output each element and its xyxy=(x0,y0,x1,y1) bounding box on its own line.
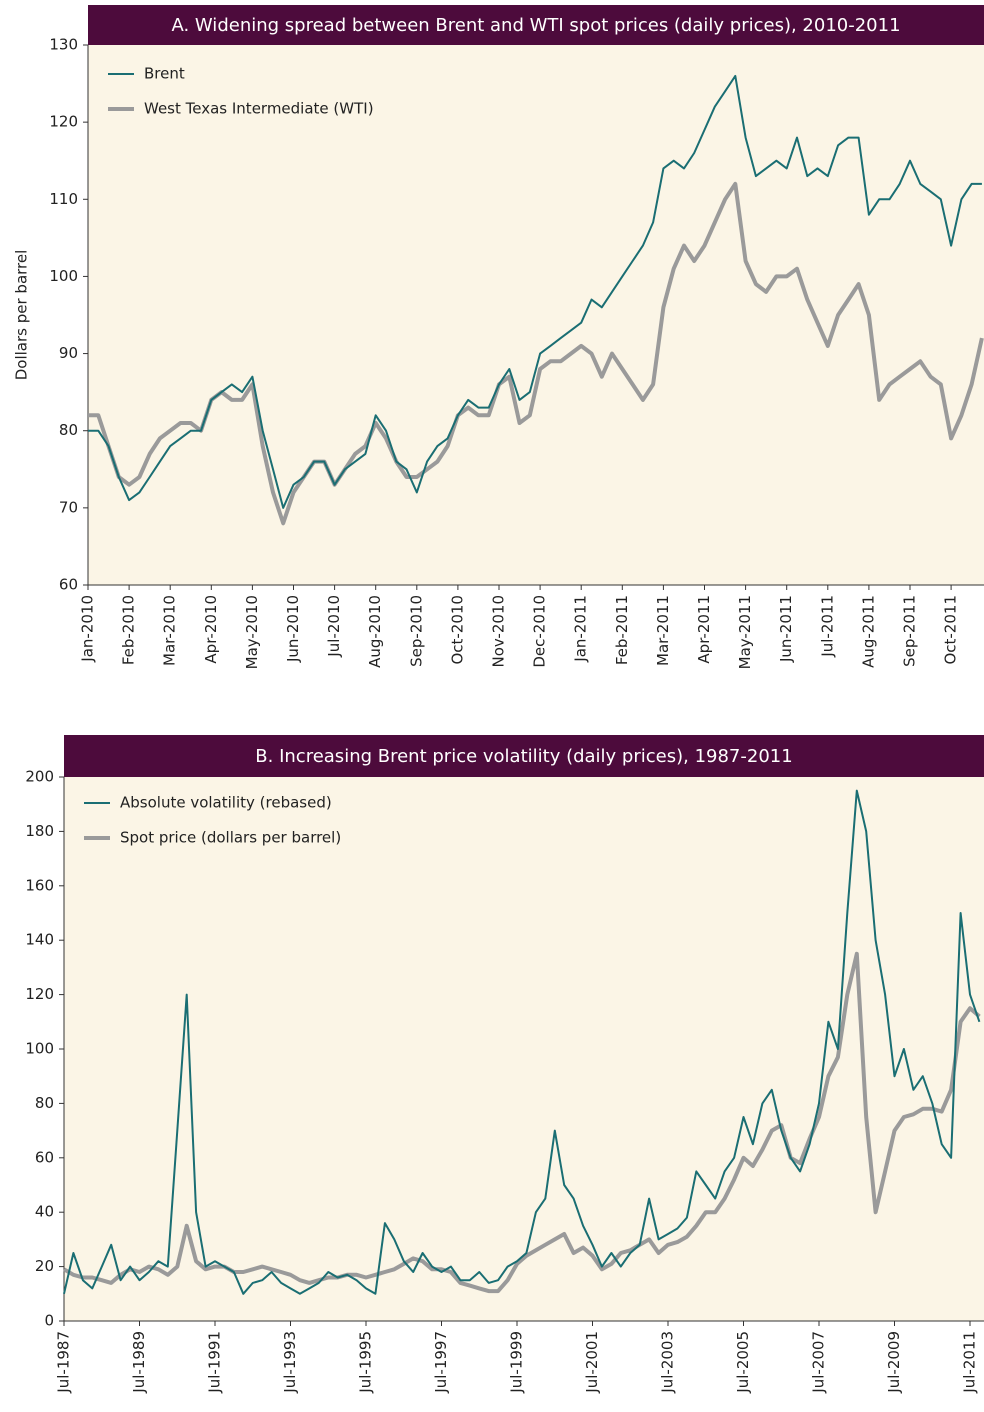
x-tick-label: Jul-2003 xyxy=(659,1331,677,1394)
y-tick-label: 100 xyxy=(49,267,78,285)
x-tick-label: Apr-2011 xyxy=(695,595,713,664)
x-tick-label: Jul-1997 xyxy=(432,1331,450,1394)
chart-title: B. Increasing Brent price volatility (da… xyxy=(255,746,792,767)
x-tick-label: Jul-1991 xyxy=(206,1331,224,1394)
x-tick-label: Jul-1989 xyxy=(130,1331,148,1394)
y-tick-label: 0 xyxy=(44,1312,54,1330)
y-tick-label: 110 xyxy=(49,190,78,208)
y-axis-label: Dollars per barrel xyxy=(13,250,31,381)
y-tick-label: 180 xyxy=(25,822,54,840)
series-line xyxy=(88,74,982,509)
title-bar xyxy=(88,5,984,45)
series-line xyxy=(63,789,981,1295)
x-tick-label: Jul-1987 xyxy=(55,1331,73,1394)
legend-label: Absolute volatility (rebased) xyxy=(120,794,332,812)
x-tick-label: Jul-2011 xyxy=(818,595,836,658)
y-tick-label: 200 xyxy=(25,768,54,786)
y-tick-label: 120 xyxy=(25,985,54,1003)
y-tick-label: 40 xyxy=(35,1203,54,1221)
x-tick-label: Jun-2010 xyxy=(284,595,302,663)
x-tick-label: Feb-2010 xyxy=(120,595,138,665)
x-tick-label: Sep-2010 xyxy=(407,595,425,667)
x-tick-label: May-2011 xyxy=(736,595,754,669)
x-tick-label: Jul-2001 xyxy=(583,1331,601,1394)
series-line xyxy=(88,181,984,526)
y-tick-label: 90 xyxy=(59,344,78,362)
x-tick-label: Jan-2011 xyxy=(572,595,590,663)
y-tick-label: 70 xyxy=(59,498,78,516)
x-tick-label: Jul-1993 xyxy=(281,1331,299,1394)
x-tick-label: Jun-2011 xyxy=(777,595,795,663)
x-tick-label: May-2010 xyxy=(243,595,261,669)
plot-area xyxy=(64,777,984,1321)
y-tick-label: 100 xyxy=(25,1040,54,1058)
y-tick-label: 80 xyxy=(59,421,78,439)
series-line xyxy=(62,951,981,1294)
x-tick-label: Jul-2007 xyxy=(810,1331,828,1394)
x-tick-label: Nov-2010 xyxy=(490,595,508,667)
chart-title: A. Widening spread between Brent and WTI… xyxy=(171,15,900,36)
y-tick-label: 140 xyxy=(25,931,54,949)
legend-label: Spot price (dollars per barrel) xyxy=(120,829,341,847)
legend-label: West Texas Intermediate (WTI) xyxy=(144,100,374,118)
y-tick-label: 20 xyxy=(35,1257,54,1275)
x-tick-label: Mar-2010 xyxy=(161,595,179,666)
x-tick-label: Jul-2009 xyxy=(885,1331,903,1394)
x-tick-label: Feb-2011 xyxy=(613,595,631,665)
plot-area xyxy=(88,45,984,585)
x-tick-label: Oct-2010 xyxy=(448,595,466,665)
x-tick-label: Sep-2011 xyxy=(901,595,919,667)
title-bar xyxy=(64,735,984,777)
x-tick-label: Dec-2010 xyxy=(531,595,549,668)
y-tick-label: 120 xyxy=(49,113,78,131)
x-tick-label: Jul-2011 xyxy=(961,1331,979,1394)
y-tick-label: 60 xyxy=(35,1148,54,1166)
x-tick-label: Apr-2010 xyxy=(202,595,220,664)
x-tick-label: Aug-2011 xyxy=(859,595,877,668)
x-tick-label: Jul-1999 xyxy=(508,1331,526,1394)
legend-label: Brent xyxy=(144,65,185,83)
x-tick-label: Jul-2010 xyxy=(325,595,343,658)
y-tick-label: 130 xyxy=(49,36,78,54)
x-tick-label: Oct-2011 xyxy=(942,595,960,665)
x-tick-label: Jul-2005 xyxy=(734,1331,752,1394)
y-tick-label: 60 xyxy=(59,576,78,594)
y-tick-label: 80 xyxy=(35,1094,54,1112)
x-tick-label: Jan-2010 xyxy=(79,595,97,663)
x-tick-label: Jul-1995 xyxy=(357,1331,375,1394)
x-tick-label: Aug-2010 xyxy=(366,595,384,668)
x-tick-label: Mar-2011 xyxy=(654,595,672,666)
y-tick-label: 160 xyxy=(25,876,54,894)
